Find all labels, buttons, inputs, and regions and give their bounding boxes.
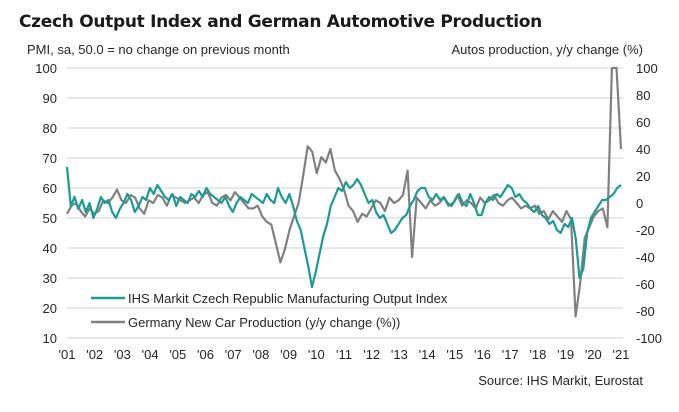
legend-label-germany: Germany New Car Production (y/y change (… — [128, 315, 400, 330]
gridlines — [67, 67, 623, 339]
chart-title: Czech Output Index and German Automotive… — [19, 12, 542, 32]
right-tick-label: -100 — [636, 331, 662, 346]
x-tick-label: '16 — [474, 347, 491, 362]
right-tick-label: 0 — [636, 196, 643, 211]
right-tick-label: 20 — [636, 169, 650, 184]
x-tick-label: '14 — [419, 347, 436, 362]
right-tick-label: -60 — [636, 277, 655, 292]
right-tick-label: -40 — [636, 250, 655, 265]
right-tick-label: -20 — [636, 223, 655, 238]
left-tick-label: 40 — [43, 241, 57, 256]
right-axis-label: Autos production, y/y change (%) — [451, 42, 644, 57]
left-tick-label: 60 — [43, 181, 57, 196]
right-tick-label: 80 — [636, 88, 650, 103]
right-tick-label: 100 — [636, 61, 658, 76]
x-tick-label: '18 — [529, 347, 546, 362]
x-tick-label: '01 — [59, 347, 76, 362]
left-axis-label: PMI, sa, 50.0 = no change on previous mo… — [27, 42, 290, 57]
right-tick-label: 60 — [636, 115, 650, 130]
left-tick-label: 20 — [43, 301, 57, 316]
x-axis-ticks: '01 '02 '03 '04 '05 '06 '07 '08 '09 '10 '11 '12 '13 '… — [59, 347, 630, 362]
x-tick-label: '12 — [363, 347, 380, 362]
x-tick-label: '13 — [391, 347, 408, 362]
series-line-czech-output — [65, 166, 622, 289]
source-note: Source: IHS Markit, Eurostat — [478, 373, 643, 388]
x-tick-label: '05 — [169, 347, 186, 362]
x-tick-label: '11 — [336, 347, 352, 362]
left-tick-label: 70 — [43, 151, 57, 166]
x-tick-label: '03 — [114, 347, 131, 362]
x-tick-label: '10 — [308, 347, 325, 362]
left-axis-ticks: 100 90 80 70 60 50 40 30 20 10 — [35, 61, 57, 346]
x-tick-label: '19 — [557, 347, 574, 362]
series-line-germany-car-production — [66, 66, 623, 318]
x-tick-label: '09 — [280, 347, 297, 362]
legend: IHS Markit Czech Republic Manufacturing … — [91, 291, 448, 330]
x-tick-label: '20 — [585, 347, 602, 362]
x-tick-label: '17 — [502, 347, 519, 362]
x-tick-label: '06 — [197, 347, 214, 362]
x-tick-label: '04 — [142, 347, 159, 362]
x-tick-label: '15 — [446, 347, 463, 362]
series-lines — [65, 66, 623, 318]
left-tick-label: 30 — [43, 271, 57, 286]
x-tick-label: '02 — [86, 347, 103, 362]
left-tick-label: 100 — [35, 61, 57, 76]
right-tick-label: 40 — [636, 142, 650, 157]
left-tick-label: 50 — [43, 211, 57, 226]
left-tick-label: 10 — [43, 331, 57, 346]
x-tick-label: '08 — [252, 347, 269, 362]
right-axis-ticks: 100 80 60 40 20 0 -20 -40 -60 -80 -100 — [636, 61, 662, 346]
x-tick-label: '07 — [225, 347, 242, 362]
x-tick-label: '21 — [613, 347, 630, 362]
right-tick-label: -80 — [636, 304, 655, 319]
left-tick-label: 90 — [43, 91, 57, 106]
left-tick-label: 80 — [43, 121, 57, 136]
legend-label-czech: IHS Markit Czech Republic Manufacturing … — [128, 291, 448, 306]
